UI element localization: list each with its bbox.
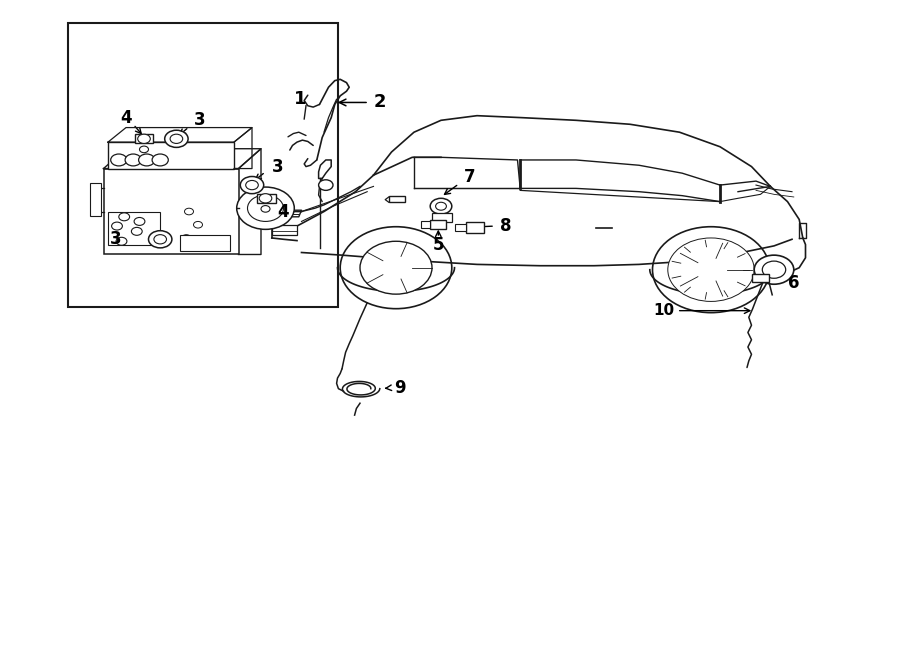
Circle shape <box>762 261 786 278</box>
Circle shape <box>246 180 258 190</box>
Bar <box>752 274 769 282</box>
Circle shape <box>152 154 168 166</box>
Circle shape <box>165 130 188 147</box>
Bar <box>466 222 484 233</box>
Circle shape <box>131 227 142 235</box>
Circle shape <box>148 231 172 248</box>
Bar <box>90 183 101 216</box>
Circle shape <box>248 195 284 221</box>
Text: 7: 7 <box>464 168 475 186</box>
Circle shape <box>138 134 150 143</box>
Circle shape <box>319 180 333 190</box>
Circle shape <box>170 134 183 143</box>
Text: 3: 3 <box>272 157 283 176</box>
Text: 4: 4 <box>278 202 289 221</box>
Text: 2: 2 <box>374 93 386 112</box>
Text: 8: 8 <box>500 217 511 235</box>
Circle shape <box>259 194 272 203</box>
Circle shape <box>139 154 155 166</box>
Circle shape <box>119 213 130 221</box>
Circle shape <box>436 202 446 210</box>
Bar <box>68 23 338 307</box>
Circle shape <box>673 242 749 297</box>
Text: 3: 3 <box>194 111 205 130</box>
Circle shape <box>360 241 432 294</box>
Bar <box>455 224 466 231</box>
Circle shape <box>154 235 166 244</box>
Circle shape <box>125 154 141 166</box>
Bar <box>272 225 297 235</box>
Text: 6: 6 <box>788 274 799 292</box>
Circle shape <box>240 176 264 194</box>
Circle shape <box>430 198 452 214</box>
Text: 10: 10 <box>653 303 675 318</box>
Circle shape <box>652 227 770 313</box>
Bar <box>135 134 153 143</box>
Circle shape <box>261 206 270 212</box>
Circle shape <box>134 217 145 225</box>
Circle shape <box>754 255 794 284</box>
Text: 3: 3 <box>110 230 122 249</box>
Bar <box>180 235 230 251</box>
Bar <box>256 194 276 203</box>
Circle shape <box>116 237 127 245</box>
Bar <box>421 221 430 228</box>
Text: 9: 9 <box>394 379 405 397</box>
Bar <box>104 169 239 254</box>
Circle shape <box>111 154 127 166</box>
Circle shape <box>340 227 452 309</box>
Circle shape <box>112 222 122 230</box>
Circle shape <box>140 146 148 153</box>
Text: 4: 4 <box>121 108 131 127</box>
Circle shape <box>182 235 191 241</box>
Circle shape <box>184 208 194 215</box>
Circle shape <box>194 221 202 228</box>
Bar <box>432 213 452 222</box>
Bar <box>108 212 160 245</box>
Bar <box>389 196 405 202</box>
Text: 1: 1 <box>293 90 306 108</box>
Circle shape <box>668 238 754 301</box>
Bar <box>430 220 446 229</box>
Circle shape <box>237 187 294 229</box>
Bar <box>108 142 234 169</box>
Text: 5: 5 <box>433 235 444 254</box>
